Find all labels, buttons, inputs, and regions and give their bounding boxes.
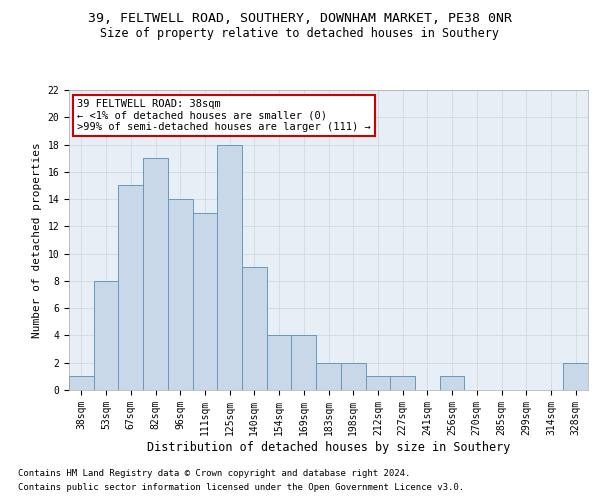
Bar [94,281,118,390]
Text: 39 FELTWELL ROAD: 38sqm
← <1% of detached houses are smaller (0)
>99% of semi-de: 39 FELTWELL ROAD: 38sqm ← <1% of detache… [77,99,371,132]
Bar [242,268,267,390]
X-axis label: Distribution of detached houses by size in Southery: Distribution of detached houses by size … [147,440,510,454]
Bar [69,376,94,390]
Bar [193,212,217,390]
Bar [267,336,292,390]
Text: 39, FELTWELL ROAD, SOUTHERY, DOWNHAM MARKET, PE38 0NR: 39, FELTWELL ROAD, SOUTHERY, DOWNHAM MAR… [88,12,512,26]
Bar [563,362,588,390]
Bar [118,186,143,390]
Bar [440,376,464,390]
Text: Contains HM Land Registry data © Crown copyright and database right 2024.: Contains HM Land Registry data © Crown c… [18,468,410,477]
Text: Size of property relative to detached houses in Southery: Size of property relative to detached ho… [101,28,499,40]
Bar [217,144,242,390]
Bar [316,362,341,390]
Text: Contains public sector information licensed under the Open Government Licence v3: Contains public sector information licen… [18,484,464,492]
Y-axis label: Number of detached properties: Number of detached properties [32,142,42,338]
Bar [341,362,365,390]
Bar [143,158,168,390]
Bar [365,376,390,390]
Bar [168,199,193,390]
Bar [390,376,415,390]
Bar [292,336,316,390]
